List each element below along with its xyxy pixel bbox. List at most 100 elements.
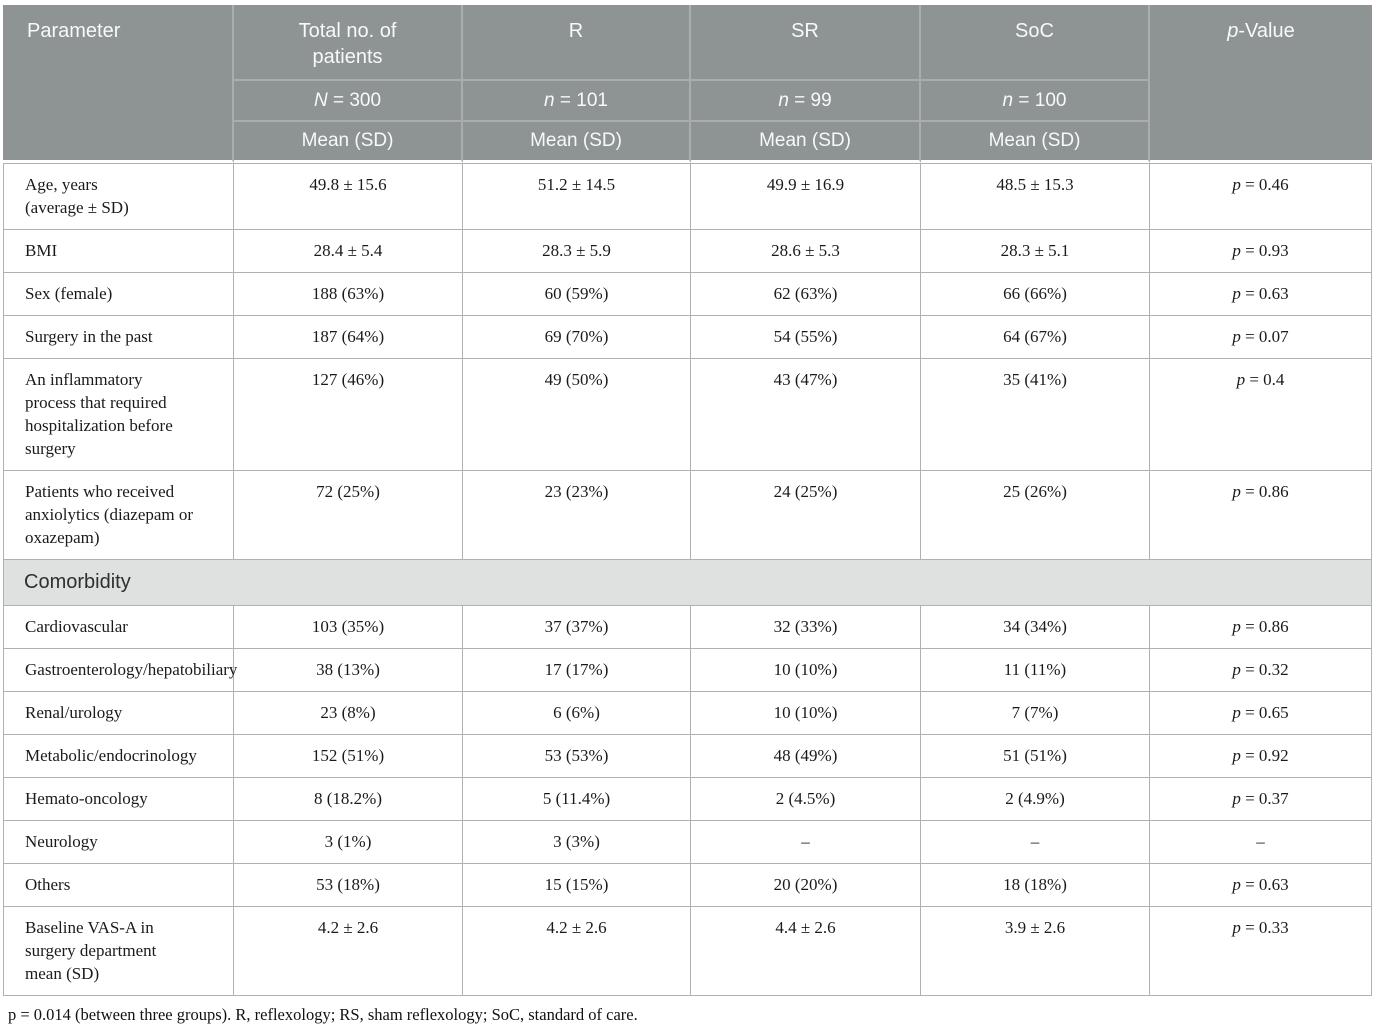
cell-soc: 2 (4.9%) — [921, 778, 1150, 821]
cell-soc: 18 (18%) — [921, 864, 1150, 907]
cell-total: 8 (18.2%) — [234, 778, 463, 821]
cell-total: 28.4 ± 5.4 — [234, 230, 463, 273]
cell-r: 53 (53%) — [463, 735, 691, 778]
cell-total: 53 (18%) — [234, 864, 463, 907]
cell-total: 38 (13%) — [234, 649, 463, 692]
cell-parameter: An inflammatory process that required ho… — [3, 359, 234, 471]
table-row: Metabolic/endocrinology 152 (51%) 53 (53… — [3, 735, 1372, 778]
cell-sr: 20 (20%) — [691, 864, 921, 907]
cell-r: 4.2 ± 2.6 — [463, 907, 691, 996]
subheader-stat-total: Mean (SD) — [234, 120, 463, 163]
cell-pvalue: p = 0.33 — [1150, 907, 1372, 996]
cell-total: 4.2 ± 2.6 — [234, 907, 463, 996]
cell-pvalue: p = 0.37 — [1150, 778, 1372, 821]
header-row-n: N = 300 n = 101 n = 99 n = 100 — [3, 79, 1372, 120]
cell-total: 49.8 ± 15.6 — [234, 163, 463, 230]
cell-pvalue: p = 0.86 — [1150, 471, 1372, 560]
cell-total: 187 (64%) — [234, 316, 463, 359]
table-row: BMI 28.4 ± 5.4 28.3 ± 5.9 28.6 ± 5.3 28.… — [3, 230, 1372, 273]
header-col-r: R — [463, 5, 691, 79]
subheader-n-total: N = 300 — [234, 79, 463, 120]
cell-total: 3 (1%) — [234, 821, 463, 864]
cell-r: 37 (37%) — [463, 606, 691, 649]
cell-parameter: Cardiovascular — [3, 606, 234, 649]
cell-sr: 32 (33%) — [691, 606, 921, 649]
table-row: Baseline VAS-A in surgery department mea… — [3, 907, 1372, 996]
cell-r: 17 (17%) — [463, 649, 691, 692]
subheader-stat-sr: Mean (SD) — [691, 120, 921, 163]
cell-parameter: Hemato-oncology — [3, 778, 234, 821]
cell-sr: 43 (47%) — [691, 359, 921, 471]
cell-pvalue: p = 0.65 — [1150, 692, 1372, 735]
subheader-n-soc: n = 100 — [921, 79, 1150, 120]
cell-sr: 62 (63%) — [691, 273, 921, 316]
table-row: Sex (female) 188 (63%) 60 (59%) 62 (63%)… — [3, 273, 1372, 316]
cell-parameter: Others — [3, 864, 234, 907]
cell-total: 152 (51%) — [234, 735, 463, 778]
cell-sr: 54 (55%) — [691, 316, 921, 359]
cell-pvalue: p = 0.63 — [1150, 864, 1372, 907]
cell-parameter: Metabolic/endocrinology — [3, 735, 234, 778]
cell-pvalue: p = 0.63 — [1150, 273, 1372, 316]
header-col-total: Total no. of patients — [234, 5, 463, 79]
cell-r: 5 (11.4%) — [463, 778, 691, 821]
cell-pvalue: p = 0.86 — [1150, 606, 1372, 649]
cell-soc: 34 (34%) — [921, 606, 1150, 649]
cell-total: 103 (35%) — [234, 606, 463, 649]
cell-pvalue: p = 0.46 — [1150, 163, 1372, 230]
cell-soc: 3.9 ± 2.6 — [921, 907, 1150, 996]
subheader-stat-r: Mean (SD) — [463, 120, 691, 163]
baseline-characteristics-table: Parameter Total no. of patients R SR SoC… — [3, 5, 1372, 996]
cell-soc: 35 (41%) — [921, 359, 1150, 471]
table-row: Age, years (average ± SD) 49.8 ± 15.6 51… — [3, 163, 1372, 230]
cell-soc: 7 (7%) — [921, 692, 1150, 735]
cell-parameter: Gastroenterology/hepatobiliary — [3, 649, 237, 692]
cell-soc: 48.5 ± 15.3 — [921, 163, 1150, 230]
header-pvalue: p-Value — [1150, 5, 1372, 163]
cell-sr: 10 (10%) — [691, 692, 921, 735]
cell-r: 28.3 ± 5.9 — [463, 230, 691, 273]
table-row: Cardiovascular 103 (35%) 37 (37%) 32 (33… — [3, 606, 1372, 649]
cell-r: 51.2 ± 14.5 — [463, 163, 691, 230]
subheader-n-r: n = 101 — [463, 79, 691, 120]
table-row: Patients who received anxiolytics (diaze… — [3, 471, 1372, 560]
cell-r: 69 (70%) — [463, 316, 691, 359]
table-footnote: p = 0.014 (between three groups). R, ref… — [8, 1005, 638, 1024]
cell-parameter: Patients who received anxiolytics (diaze… — [3, 471, 234, 560]
table-row: Surgery in the past 187 (64%) 69 (70%) 5… — [3, 316, 1372, 359]
header-row-titles: Parameter Total no. of patients R SR SoC… — [3, 5, 1372, 163]
cell-sr: 4.4 ± 2.6 — [691, 907, 921, 996]
cell-total: 72 (25%) — [234, 471, 463, 560]
cell-pvalue: – — [1150, 821, 1372, 864]
cell-parameter: Neurology — [3, 821, 234, 864]
cell-pvalue: p = 0.32 — [1150, 649, 1372, 692]
cell-pvalue: p = 0.93 — [1150, 230, 1372, 273]
cell-parameter: Baseline VAS-A in surgery department mea… — [3, 907, 234, 996]
cell-sr: – — [691, 821, 921, 864]
table-header: Parameter Total no. of patients R SR SoC… — [3, 5, 1372, 163]
table-row: Others 53 (18%) 15 (15%) 20 (20%) 18 (18… — [3, 864, 1372, 907]
header-col-soc: SoC — [921, 5, 1150, 79]
cell-total: 23 (8%) — [234, 692, 463, 735]
cell-soc: 51 (51%) — [921, 735, 1150, 778]
header-row-stat: Mean (SD) Mean (SD) Mean (SD) Mean (SD) — [3, 120, 1372, 163]
cell-r: 49 (50%) — [463, 359, 691, 471]
cell-r: 15 (15%) — [463, 864, 691, 907]
cell-sr: 48 (49%) — [691, 735, 921, 778]
table-row: Hemato-oncology 8 (18.2%) 5 (11.4%) 2 (4… — [3, 778, 1372, 821]
cell-sr: 28.6 ± 5.3 — [691, 230, 921, 273]
cell-pvalue: p = 0.07 — [1150, 316, 1372, 359]
table-row: Neurology 3 (1%) 3 (3%) – – – — [3, 821, 1372, 864]
header-col-sr: SR — [691, 5, 921, 79]
cell-soc: – — [921, 821, 1150, 864]
subheader-n-sr: n = 99 — [691, 79, 921, 120]
section-row: Comorbidity — [3, 560, 1372, 606]
cell-r: 6 (6%) — [463, 692, 691, 735]
header-parameter: Parameter — [3, 5, 234, 163]
cell-parameter: Surgery in the past — [3, 316, 234, 359]
cell-soc: 66 (66%) — [921, 273, 1150, 316]
table-row: Gastroenterology/hepatobiliary 38 (13%) … — [3, 649, 1372, 692]
table-row: Renal/urology 23 (8%) 6 (6%) 10 (10%) 7 … — [3, 692, 1372, 735]
cell-parameter: BMI — [3, 230, 234, 273]
